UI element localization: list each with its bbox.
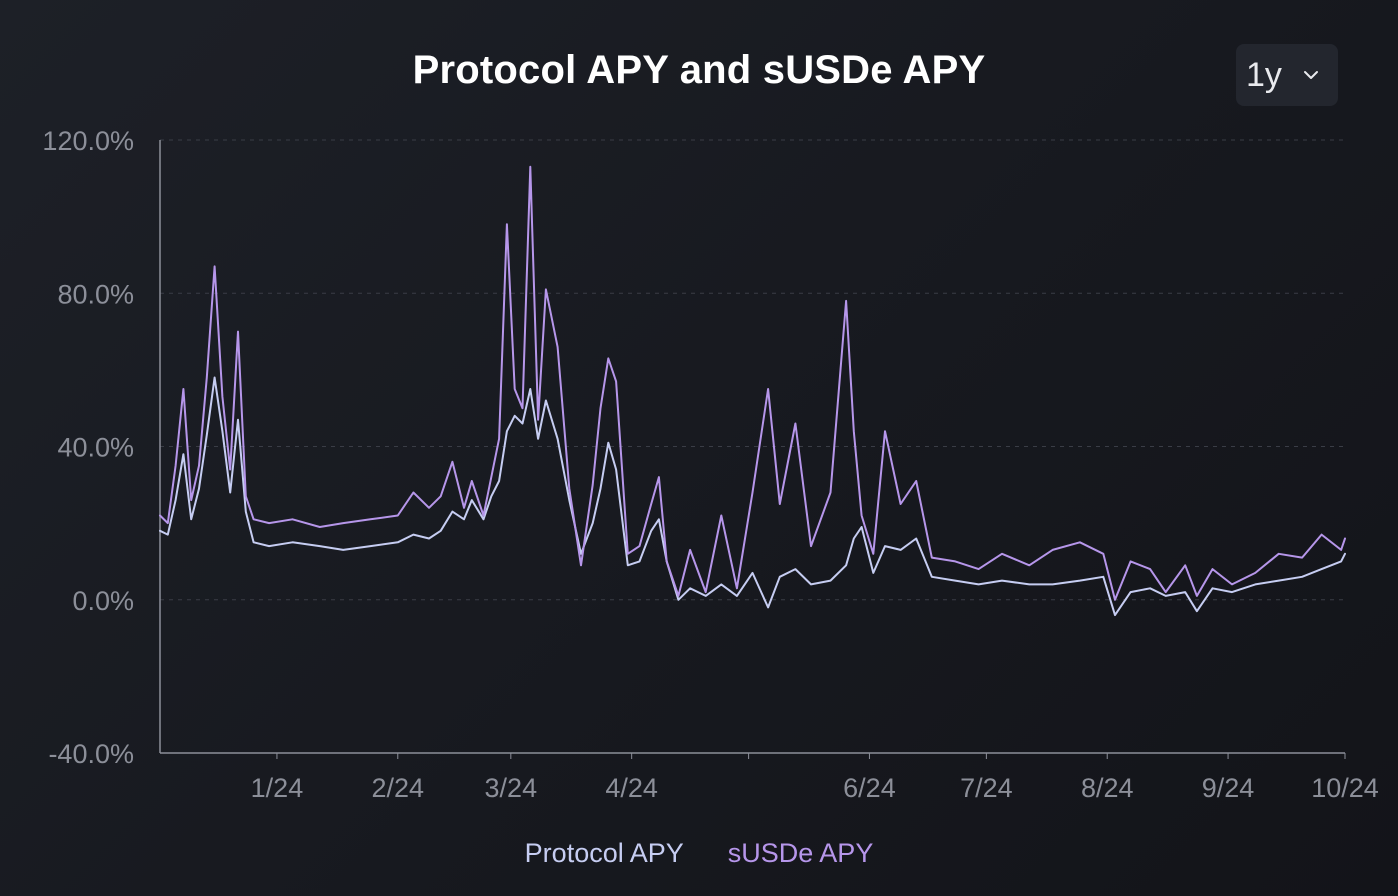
chart-legend: Protocol APY sUSDe APY	[0, 838, 1398, 869]
x-tick-label: 7/24	[960, 773, 1013, 803]
chart-title: Protocol APY and sUSDe APY	[412, 48, 986, 92]
legend-item-protocol-apy[interactable]: Protocol APY	[524, 838, 684, 868]
x-tick-label: 6/24	[843, 773, 896, 803]
time-range-select[interactable]: 1y	[1236, 44, 1338, 106]
x-tick-label: 10/24	[1311, 773, 1379, 803]
x-tick-label: 3/24	[485, 773, 538, 803]
chevron-down-icon	[1304, 71, 1318, 79]
series-line-protocol-apy	[159, 376, 1346, 617]
x-tick-label: 4/24	[605, 773, 658, 803]
x-tick-label: 2/24	[371, 773, 424, 803]
x-tick-label: 8/24	[1081, 773, 1134, 803]
legend-item-susde-apy[interactable]: sUSDe APY	[727, 838, 874, 868]
y-tick-label: -40.0%	[48, 739, 134, 769]
x-tick-label: 9/24	[1202, 773, 1255, 803]
y-tick-label: 40.0%	[57, 433, 134, 463]
series-line-susde-apy	[159, 165, 1346, 601]
y-tick-label: 0.0%	[72, 586, 134, 616]
x-tick-label: 1/24	[251, 773, 304, 803]
y-tick-label: 80.0%	[57, 279, 134, 309]
y-tick-label: 120.0%	[42, 126, 134, 156]
time-range-value: 1y	[1246, 55, 1282, 94]
